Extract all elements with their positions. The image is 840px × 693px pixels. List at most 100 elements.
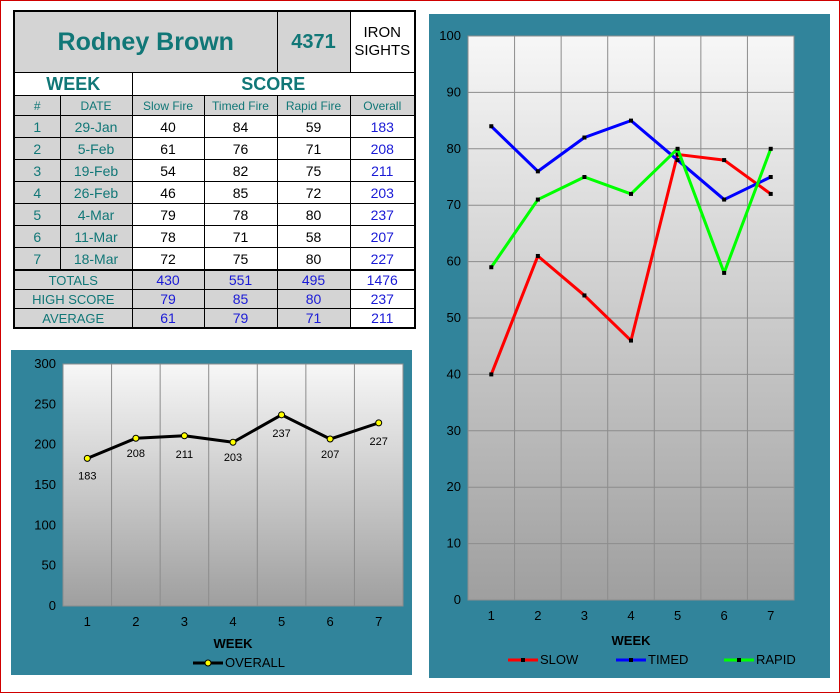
legend-label: TIMED <box>648 652 688 667</box>
y-tick-label: 30 <box>447 423 461 438</box>
data-point-overall <box>278 411 286 419</box>
data-point-rapid <box>629 191 633 196</box>
row-timed-fire: 71 <box>203 225 278 248</box>
week-header: WEEK <box>13 72 133 96</box>
y-tick-label: 0 <box>49 598 56 613</box>
summary-slow: 430 <box>131 269 205 290</box>
data-point-slow <box>582 293 587 298</box>
summary-label: AVERAGE <box>13 308 133 329</box>
x-tick-label: 6 <box>721 608 728 623</box>
col-header-slow: Slow Fire <box>131 95 205 116</box>
data-point-slow <box>629 338 633 343</box>
row-overall: 183 <box>349 115 416 138</box>
data-point-slow <box>675 152 680 157</box>
data-point-overall <box>180 432 188 440</box>
y-tick-label: 10 <box>447 536 461 551</box>
row-rapid-fire: 71 <box>276 137 351 160</box>
row-week-number: 2 <box>13 137 61 160</box>
row-timed-fire: 78 <box>203 203 278 226</box>
data-point-overall <box>326 435 334 443</box>
x-tick-label: 5 <box>674 608 681 623</box>
data-point-slow <box>535 253 540 258</box>
table-row: 6 11-Mar 78 71 58 207 <box>13 225 416 248</box>
y-tick-label: 80 <box>447 141 461 156</box>
y-tick-label: 70 <box>447 197 461 212</box>
row-week-number: 1 <box>13 115 61 138</box>
row-slow-fire: 61 <box>131 137 205 160</box>
data-point-timed <box>722 197 727 202</box>
row-date: 29-Jan <box>59 115 133 138</box>
row-week-number: 4 <box>13 181 61 204</box>
table-row: 1 29-Jan 40 84 59 183 <box>13 115 416 138</box>
legend-label: RAPID <box>756 652 796 667</box>
data-point-timed <box>768 175 773 179</box>
row-week-number: 6 <box>13 225 61 248</box>
legend-marker <box>204 659 212 667</box>
table-row: 7 18-Mar 72 75 80 227 <box>13 247 416 271</box>
x-axis-title: WEEK <box>214 636 254 651</box>
summary-row: AVERAGE 61 79 71 211 <box>13 308 416 329</box>
x-tick-label: 2 <box>534 608 541 623</box>
data-point-overall <box>83 454 91 462</box>
summary-label: TOTALS <box>13 269 133 290</box>
data-label: 208 <box>127 448 145 460</box>
score-header: SCORE <box>131 72 416 96</box>
legend-item-overall: OVERALL <box>193 655 285 670</box>
legend-item-slow: SLOW <box>508 652 579 667</box>
legend-label: OVERALL <box>225 655 285 670</box>
x-tick-label: 3 <box>181 614 188 629</box>
y-tick-label: 90 <box>447 84 461 99</box>
row-date: 5-Feb <box>59 137 133 160</box>
summary-rapid: 80 <box>276 289 351 309</box>
x-axis-title: WEEK <box>612 633 652 648</box>
sight-type-line2: SIGHTS <box>354 42 411 59</box>
row-date: 11-Mar <box>59 225 133 248</box>
y-tick-label: 100 <box>439 28 461 43</box>
summary-timed: 85 <box>203 289 278 309</box>
row-rapid-fire: 75 <box>276 159 351 182</box>
x-tick-label: 7 <box>767 608 774 623</box>
data-point-rapid <box>582 175 587 179</box>
table-row: 5 4-Mar 79 78 80 237 <box>13 203 416 226</box>
summary-timed: 79 <box>203 308 278 329</box>
y-tick-label: 300 <box>34 356 56 371</box>
data-point-rapid <box>675 146 680 151</box>
y-tick-label: 0 <box>454 592 461 607</box>
y-tick-label: 50 <box>447 310 461 325</box>
data-point-overall <box>375 419 383 427</box>
row-rapid-fire: 80 <box>276 203 351 226</box>
row-rapid-fire: 72 <box>276 181 351 204</box>
legend-marker <box>629 658 633 662</box>
row-date: 4-Mar <box>59 203 133 226</box>
legend-marker <box>521 658 525 662</box>
row-timed-fire: 82 <box>203 159 278 182</box>
y-tick-label: 40 <box>447 366 461 381</box>
legend-item-rapid: RAPID <box>724 652 796 667</box>
summary-label: HIGH SCORE <box>13 289 133 309</box>
y-tick-label: 20 <box>447 479 461 494</box>
y-tick-label: 50 <box>42 558 56 573</box>
row-timed-fire: 85 <box>203 181 278 204</box>
data-label: 183 <box>78 470 96 482</box>
summary-overall: 237 <box>349 289 416 309</box>
row-week-number: 7 <box>13 247 61 271</box>
table-row: 3 19-Feb 54 82 75 211 <box>13 159 416 182</box>
row-overall: 211 <box>349 159 416 182</box>
row-date: 18-Mar <box>59 247 133 271</box>
data-point-timed <box>675 158 680 163</box>
summary-row: HIGH SCORE 79 85 80 237 <box>13 289 416 309</box>
x-tick-label: 4 <box>627 608 634 623</box>
table-row: 2 5-Feb 61 76 71 208 <box>13 137 416 160</box>
y-tick-label: 100 <box>34 517 56 532</box>
data-point-overall <box>229 438 237 446</box>
shooter-name: Rodney Brown <box>13 10 278 73</box>
sight-type-line1: IRON <box>363 24 402 41</box>
y-tick-label: 150 <box>34 477 56 492</box>
row-overall: 227 <box>349 247 416 271</box>
row-week-number: 3 <box>13 159 61 182</box>
row-date: 26-Feb <box>59 181 133 204</box>
x-tick-label: 4 <box>229 614 236 629</box>
x-tick-label: 5 <box>278 614 285 629</box>
overall-chart-panel: 0 50 100 150 200 250 300 1 2 3 4 5 6 7 WEEK 183 208 211 20… <box>11 350 412 675</box>
col-header-timed: Timed Fire <box>203 95 278 116</box>
